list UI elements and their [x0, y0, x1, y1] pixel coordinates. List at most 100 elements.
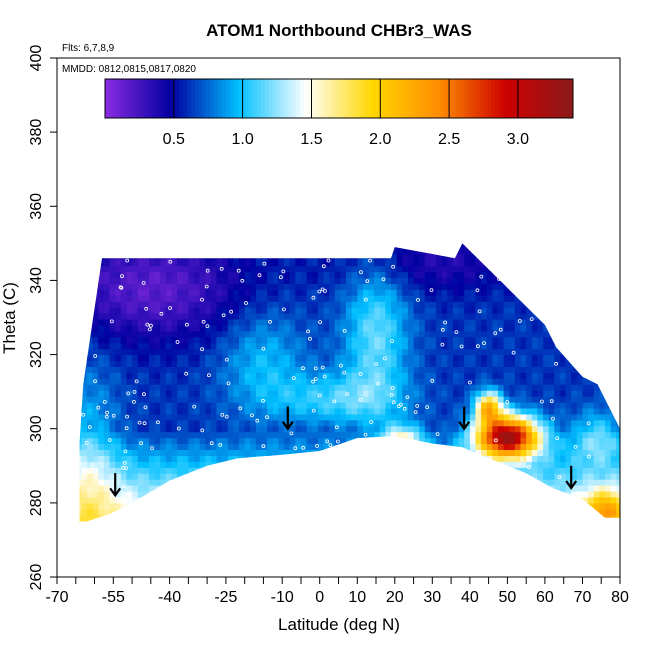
heatmap-cell [498, 372, 505, 379]
heatmap-cell [582, 384, 589, 391]
heatmap-cell [447, 502, 454, 510]
heatmap-cell [548, 508, 555, 516]
heatmap-cell [402, 378, 409, 385]
heatmap-cell [458, 496, 465, 504]
heatmap-cell [137, 336, 144, 344]
heatmap-cell [492, 408, 499, 415]
heatmap-cell [177, 431, 184, 439]
heatmap-cell [92, 502, 99, 510]
heatmap-cell [537, 307, 544, 314]
heatmap-cell [464, 354, 471, 362]
heatmap-cell [605, 496, 612, 504]
heatmap-cell [531, 402, 538, 409]
heatmap-cell [261, 324, 268, 332]
heatmap-cell [351, 520, 358, 522]
heatmap-cell [81, 467, 88, 474]
heatmap-cell [498, 461, 505, 468]
heatmap-cell [103, 319, 111, 326]
heatmap-cell [526, 443, 533, 450]
heatmap-cell [543, 378, 550, 385]
heatmap-cell [154, 496, 161, 504]
heatmap-cell [255, 443, 263, 450]
heatmap-cell [239, 360, 246, 367]
heatmap-cell [301, 342, 308, 350]
heatmap-cell [396, 354, 403, 362]
heatmap-cell [278, 485, 285, 492]
heatmap-cell [610, 354, 617, 362]
heatmap-cell [531, 473, 538, 480]
heatmap-cell [272, 455, 279, 462]
heatmap-cell [599, 271, 606, 278]
heatmap-cell [284, 277, 291, 284]
heatmap-cell [199, 384, 206, 391]
heatmap-cell [165, 283, 172, 290]
heatmap-cell [137, 408, 144, 415]
heatmap-cell [210, 319, 218, 326]
heatmap-cell [419, 496, 426, 504]
heatmap-cell [543, 372, 550, 379]
heatmap-cell [233, 313, 240, 320]
heatmap-cell [132, 289, 139, 296]
heatmap-cell [498, 330, 505, 338]
heatmap-cell [379, 289, 386, 296]
heatmap-cell [87, 289, 94, 296]
heatmap-cell [543, 265, 550, 273]
heatmap-cell [441, 243, 448, 249]
heatmap-cell [199, 336, 206, 344]
heatmap-cell [537, 520, 544, 522]
heatmap-cell [272, 384, 279, 391]
heatmap-cell [250, 491, 257, 498]
heatmap-cell [565, 259, 572, 267]
heatmap-cell [379, 461, 386, 468]
heatmap-cell [548, 437, 555, 445]
heatmap-cell [149, 467, 156, 474]
heatmap-cell [154, 461, 161, 468]
heatmap-cell [289, 360, 296, 367]
heatmap-cell [171, 491, 178, 498]
heatmap-cell [255, 455, 263, 462]
heatmap-cell [616, 348, 620, 356]
heatmap-cell [599, 283, 606, 290]
heatmap-cell [385, 485, 392, 492]
heatmap-cell [132, 408, 139, 415]
heatmap-cell [492, 396, 499, 403]
heatmap-cell [464, 467, 471, 474]
heatmap-cell [430, 265, 437, 273]
heatmap-cell [346, 336, 353, 344]
heatmap-cell [312, 467, 319, 474]
heatmap-cell [154, 437, 161, 445]
heatmap-cell [379, 437, 386, 445]
heatmap-cell [323, 372, 330, 379]
heatmap-cell [182, 247, 189, 255]
heatmap-cell [301, 485, 308, 492]
heatmap-cell [464, 455, 471, 462]
heatmap-cell [210, 243, 218, 249]
heatmap-cell [548, 520, 555, 522]
heatmap-cell [514, 455, 522, 462]
heatmap-cell [548, 265, 555, 273]
heatmap-cell [334, 265, 341, 273]
heatmap-cell [216, 243, 223, 249]
heatmap-cell [458, 443, 465, 450]
heatmap-cell [526, 491, 533, 498]
heatmap-cell [171, 408, 178, 415]
heatmap-cell [593, 485, 600, 492]
heatmap-cell [531, 413, 538, 421]
heatmap-cell [79, 402, 82, 409]
heatmap-cell [255, 496, 263, 504]
heatmap-cell [610, 425, 617, 433]
heatmap-cell [357, 514, 364, 522]
heatmap-cell [149, 289, 156, 296]
heatmap-cell [357, 247, 364, 255]
heatmap-cell [559, 508, 567, 516]
heatmap-cell [261, 277, 268, 284]
heatmap-cell [137, 425, 144, 433]
heatmap-cell [576, 491, 583, 498]
heatmap-cell [205, 354, 212, 362]
heatmap-cell [571, 473, 578, 480]
heatmap-cell [261, 473, 268, 480]
heatmap-cell [81, 378, 88, 385]
heatmap-cell [103, 259, 111, 267]
heatmap-cell [87, 419, 94, 427]
heatmap-cell [357, 301, 364, 308]
